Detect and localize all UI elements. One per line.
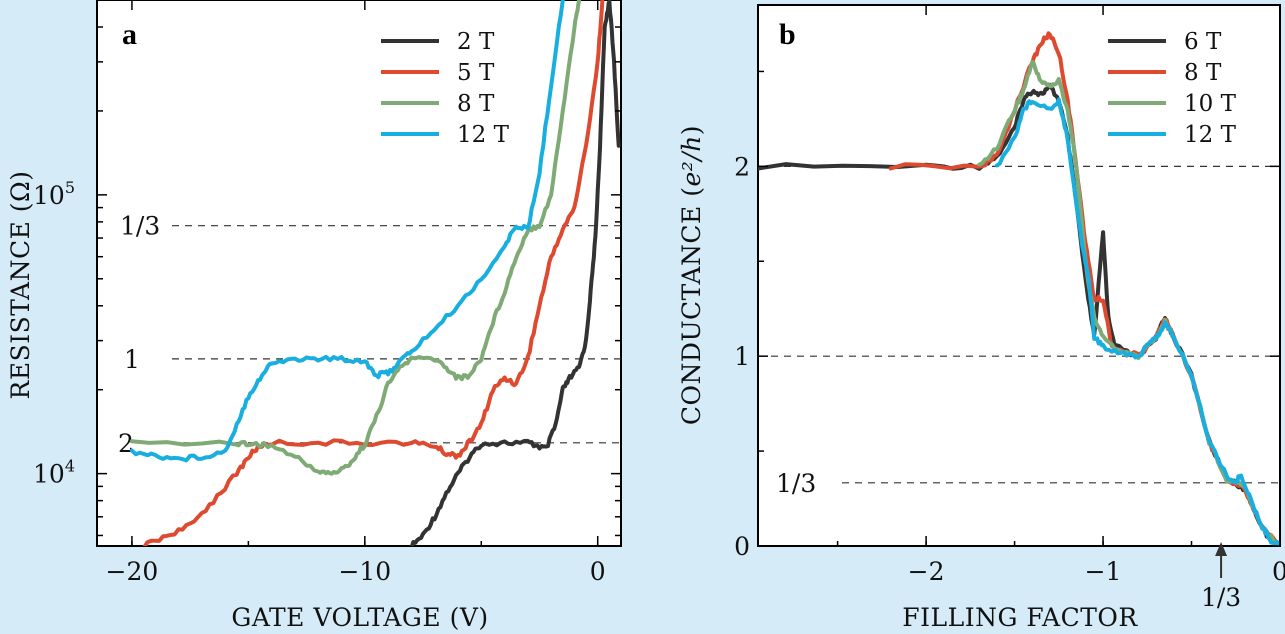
panel-a-legend-label-0: 2 T	[457, 29, 495, 55]
panel-a-series-5t	[142, 0, 605, 546]
panel-a-ytick-label-exp-0: 4	[65, 457, 75, 476]
panel-a-ytick-label-base-0: 10	[33, 460, 65, 489]
panel-b-ylabel-suffix: )	[677, 125, 706, 135]
panel-a-ytick-label-0: 104	[33, 457, 75, 489]
panel-b-ytick-label-0: 0	[734, 532, 750, 561]
panel-b-legend-label-1: 8 T	[1184, 60, 1222, 86]
panel-a-refline-label-1: 1	[124, 345, 140, 374]
panel-a-legend-label-2: 8 T	[457, 91, 495, 117]
panel-a-series-12t	[129, 0, 565, 463]
panel-b-plot-area	[757, 4, 1281, 547]
panel-a-xtick-label-1: −10	[338, 557, 391, 586]
panel-b-ytick-label-1: 1	[734, 342, 750, 371]
panel-a-plot-area	[96, 0, 622, 547]
panel-a-letter: a	[122, 18, 137, 51]
panel-a-legend-label-3: 12 T	[457, 122, 510, 148]
panel-b-legend-label-0: 6 T	[1184, 29, 1222, 55]
panel-b-xlabel: FILLING FACTOR	[902, 603, 1138, 632]
panel-b-annotation-arrow-head	[1215, 542, 1228, 556]
panel-a-ytick-label-base-1: 10	[33, 181, 65, 210]
panel-a-ytick-label-exp-1: 5	[65, 178, 75, 197]
panel-b-xtick-label-0: −2	[908, 557, 945, 586]
panel-b-reference-lines: 1/3	[758, 165, 1280, 498]
panel-b-letter: b	[779, 18, 796, 51]
panel-a-xtick-label-0: −20	[106, 557, 159, 586]
panel-b-ylabel: CONDUCTANCE (e²/h)	[677, 125, 706, 425]
panel-b-legend-label-2: 10 T	[1184, 91, 1237, 117]
panel-a-legend: 2 T 5 T 8 T 12 T	[381, 29, 510, 148]
panel-b-ylabel-prefix: CONDUCTANCE (	[677, 187, 706, 426]
panel-b-ytick-label-2: 2	[734, 152, 750, 181]
panel-b-xtick-label-2: 0	[1272, 557, 1285, 586]
panel-a-ylabel: RESISTANCE (Ω)	[6, 171, 35, 400]
panel-b-series-12t	[994, 97, 1280, 546]
panel-b-legend: 6 T 8 T 10 T 12 T	[1108, 29, 1237, 148]
panel-a-xtick-label-2: 0	[590, 557, 606, 586]
panel-a-ytick-label-1: 105	[33, 178, 75, 210]
panel-a-series	[129, 0, 621, 546]
panel-b-series	[758, 31, 1280, 546]
panel-b-annotation: 1/3	[1201, 542, 1241, 612]
panel-b-legend-label-3: 12 T	[1184, 122, 1237, 148]
panel-b: 1/3 −2 −1 0 0 1 2 b 6 T 8 T 10 T 12 T 1/3 FILLIN…	[677, 4, 1285, 632]
panel-a-series-2t	[409, 0, 621, 546]
panel-b-ylabel-var: e²/h	[677, 135, 706, 186]
panel-b-annotation-label: 1/3	[1201, 583, 1241, 612]
panel-a-legend-label-1: 5 T	[457, 60, 495, 86]
panel-a-refline-label-0: 1/3	[120, 212, 160, 241]
panel-a-refline-label-2: 2	[118, 429, 134, 458]
panel-a-xlabel: GATE VOLTAGE (V)	[231, 603, 488, 632]
panel-b-xtick-label-1: −1	[1085, 557, 1122, 586]
panel-b-refline-label-2: 1/3	[776, 469, 816, 498]
panel-b-ticks: −2 −1 0 0 1 2	[734, 5, 1285, 586]
panel-a-series-8t	[129, 0, 582, 476]
